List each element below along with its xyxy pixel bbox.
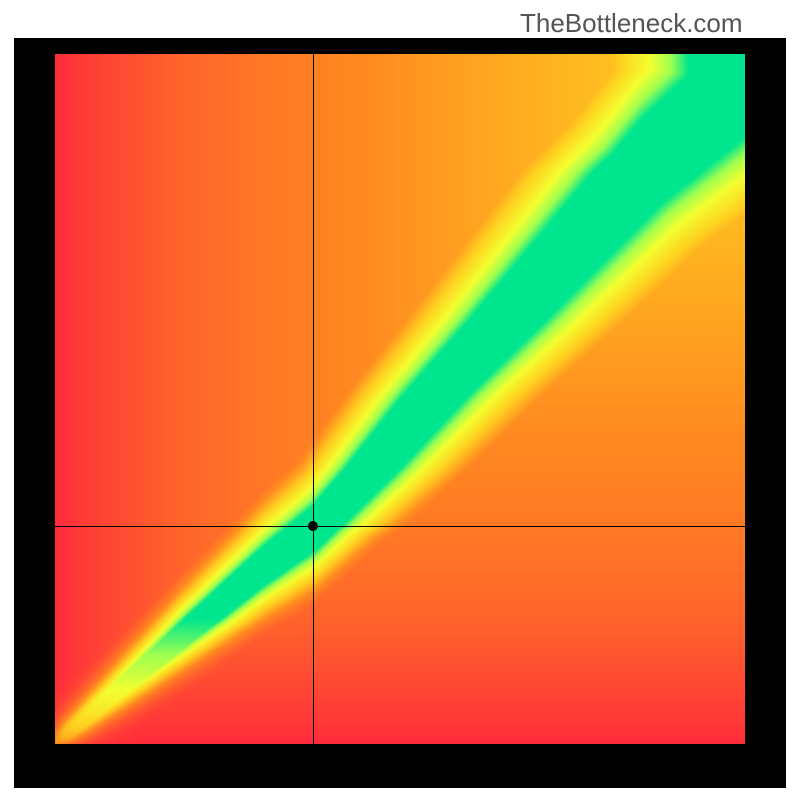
heatmap-plot — [55, 54, 745, 744]
watermark-text: TheBottleneck.com — [520, 8, 743, 39]
crosshair-horizontal — [55, 526, 745, 527]
crosshair-vertical — [313, 54, 314, 744]
heatmap-canvas — [55, 54, 745, 744]
crosshair-dot — [308, 521, 318, 531]
